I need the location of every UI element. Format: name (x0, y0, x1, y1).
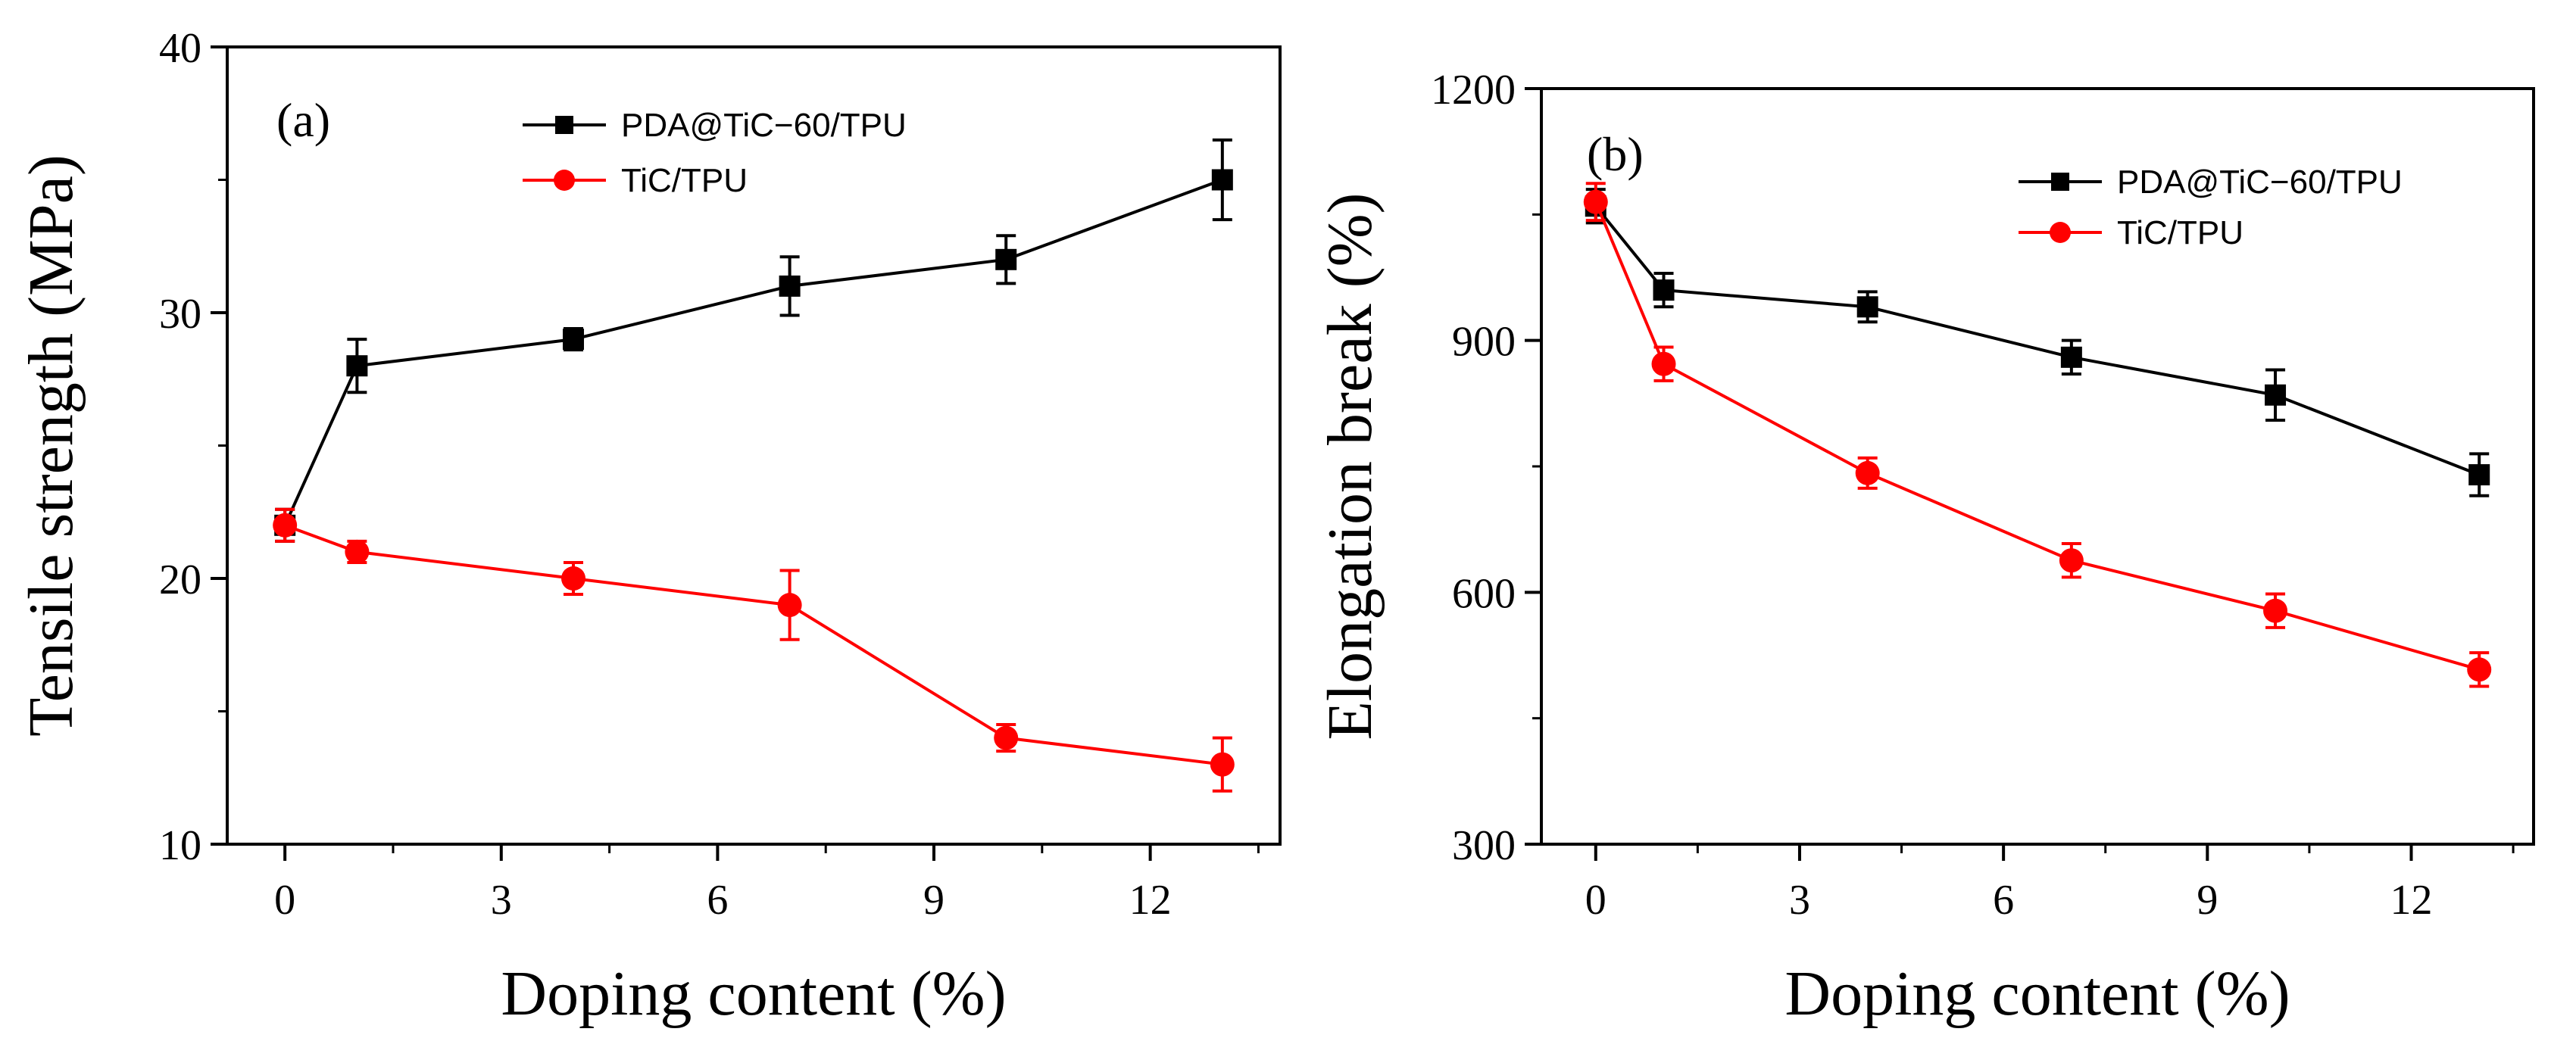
data-point-circle (1651, 351, 1676, 376)
series-pda-tic-60-tpu (1585, 188, 2490, 497)
x-axis-title: Doping content (%) (1784, 959, 2290, 1029)
y-tick-label: 300 (1452, 822, 1516, 869)
y-tick-label: 600 (1452, 570, 1516, 617)
panel-label: (b) (1587, 127, 1644, 181)
plot-frame (226, 45, 1282, 846)
x-tick-label: 6 (707, 877, 728, 924)
x-axis-title: Doping content (%) (501, 959, 1006, 1029)
x-tick-label: 12 (1129, 877, 1172, 924)
series-tic-tpu (273, 507, 1235, 793)
data-point-circle (2467, 657, 2492, 682)
data-point-circle (560, 566, 585, 591)
data-point-square (995, 248, 1017, 270)
chart-panel-a: 0 3 6 9 12 10 20 30 40 Doping content (%) Tensile … (16, 25, 1282, 1029)
series-line (284, 523, 1223, 766)
x-tick-label: 3 (491, 877, 512, 924)
data-point-circle (1210, 752, 1235, 777)
y-axis-title: Tensile strength (MPa) (16, 154, 86, 737)
data-point-circle (777, 593, 802, 618)
data-point-square (1856, 296, 1878, 318)
chart-panel-b: 0 3 6 9 12 300 600 900 1200 Doping content (%) Elo… (1315, 67, 2535, 1029)
series-line (283, 178, 1223, 526)
x-tick-label: 0 (274, 877, 295, 924)
panel-label: (a) (276, 93, 330, 147)
y-axis-title: Elongation break (%) (1315, 192, 1385, 740)
legend: PDA@TiC−60/TPU TiC/TPU (2019, 164, 2403, 251)
legend-label: TiC/TPU (2117, 214, 2243, 251)
y-tick-label: 900 (1452, 319, 1516, 366)
y-tick-label: 40 (159, 25, 201, 72)
legend-label: TiC/TPU (621, 162, 748, 199)
x-tick-label: 6 (1993, 877, 2014, 924)
y-tick-label: 1200 (1431, 67, 1516, 114)
y-tick-label: 30 (159, 291, 201, 338)
data-point-circle (994, 725, 1019, 750)
legend-marker-square (2051, 173, 2069, 191)
data-point-circle (273, 513, 298, 538)
x-tick-label: 0 (1585, 877, 1606, 924)
legend-marker-circle (554, 170, 575, 191)
data-point-square (2265, 384, 2287, 406)
data-point-square (2468, 464, 2490, 486)
y-tick-label: 20 (159, 556, 201, 603)
legend-label: PDA@TiC−60/TPU (2117, 164, 2403, 201)
data-point-circle (345, 539, 370, 564)
data-point-square (779, 275, 801, 297)
x-tick-label: 12 (2390, 877, 2432, 924)
data-point-circle (2059, 548, 2084, 573)
legend-marker-square (555, 116, 573, 134)
series-pda-tic-60-tpu (274, 138, 1233, 543)
legend-label: PDA@TiC−60/TPU (621, 107, 907, 144)
series-line (1594, 201, 2480, 672)
series-line (1594, 204, 2480, 476)
x-tick-label: 9 (923, 877, 945, 924)
legend-marker-circle (2050, 222, 2071, 243)
data-point-circle (1855, 460, 1880, 485)
x-tick-label: 3 (1789, 877, 1810, 924)
data-point-circle (1583, 189, 1608, 214)
data-point-square (1211, 169, 1233, 191)
x-tick-label: 9 (2197, 877, 2218, 924)
data-point-square (562, 329, 584, 351)
series-tic-tpu (1583, 182, 2492, 688)
data-point-square (1653, 279, 1675, 301)
y-tick-label: 10 (159, 822, 201, 869)
data-point-square (346, 355, 368, 377)
plot-frame (1540, 87, 2535, 846)
legend: PDA@TiC−60/TPU TiC/TPU (523, 107, 907, 199)
data-point-circle (2263, 598, 2288, 623)
data-point-square (2060, 346, 2082, 368)
